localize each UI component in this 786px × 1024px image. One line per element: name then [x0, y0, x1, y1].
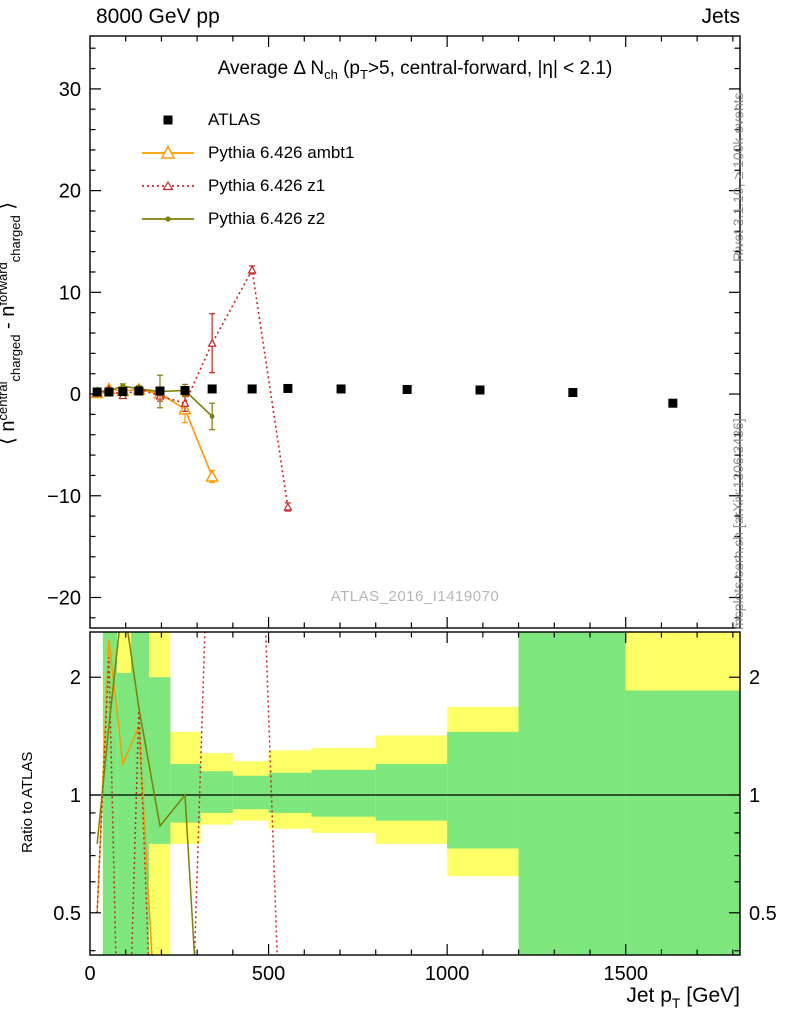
- title-prefix: Average Δ N: [217, 58, 325, 79]
- ratio-y-tick-label-left: 0.5: [53, 903, 81, 925]
- x-tick-label: 500: [252, 963, 285, 985]
- process-label: Jets: [701, 5, 740, 28]
- legend: ATLAS Pythia 6.426 ambt1 Pythia 6.426 z1…: [140, 103, 354, 235]
- ylabel-mid: - n: [0, 306, 19, 335]
- watermark: ATLAS_2016_I1419070: [330, 588, 500, 605]
- legend-item-atlas: ATLAS: [140, 103, 354, 136]
- title-suffix: >5, central-forward, |η| < 2.1): [367, 58, 613, 79]
- title-mid: (p: [337, 58, 360, 79]
- legend-sample-ambt1-marker: [142, 144, 194, 159]
- mcplots-source-note: mcplots.cern.ch [arXiv:1306.3436]: [730, 418, 746, 630]
- main-line-ambt1: [96, 388, 213, 477]
- legend-item-z2: Pythia 6.426 z2: [140, 202, 354, 235]
- legend-sample-atlas-marker: [163, 115, 173, 124]
- x-axis-label: Jet pT [GeV]: [90, 984, 740, 1011]
- ratio-y-tick-label-left: 1: [70, 785, 81, 807]
- xlabel-suffix: [GeV]: [680, 984, 740, 1007]
- main-y-axis-label: ⟨ ncentralcharged - nforwardcharged ⟩: [0, 202, 23, 445]
- ratio-y-tick-label-right: 2: [749, 667, 760, 689]
- main-y-tick-label: 20: [59, 181, 81, 203]
- plot-title: Average Δ Nch (pT>5, central-forward, |η…: [90, 58, 740, 82]
- marker-atlas: [92, 387, 102, 397]
- marker-atlas: [155, 386, 165, 396]
- title-subscript-pt: T: [360, 67, 368, 82]
- marker-z1: [180, 398, 190, 407]
- axis-ticks: [90, 36, 740, 955]
- ylabel-sub-charged-1: charged: [8, 334, 23, 382]
- main-panel-frame: [89, 35, 741, 629]
- title-subscript-ch: ch: [324, 67, 338, 82]
- xlabel-prefix: Jet p: [626, 984, 672, 1007]
- legend-sample-z2-marker: [142, 215, 194, 222]
- marker-atlas: [247, 384, 257, 394]
- marker-z1: [247, 265, 257, 274]
- main-series: [90, 265, 678, 512]
- ratio-y-tick-label-left: 2: [70, 667, 81, 689]
- marker-atlas: [668, 398, 678, 408]
- legend-sample-z1-marker: [142, 180, 194, 190]
- main-y-tick-label: 10: [59, 282, 81, 304]
- marker-ambt1: [205, 469, 219, 482]
- main-y-tick-label: 0: [70, 384, 81, 406]
- ratio-line-ambt1: [96, 639, 153, 955]
- ratio-y-axis-label: Ratio to ATLAS: [19, 751, 36, 853]
- ratio-line-z2: [96, 632, 196, 955]
- ratio-panel-frame: [89, 631, 741, 956]
- x-tick-label: 1000: [425, 963, 470, 985]
- marker-atlas: [568, 388, 578, 398]
- ratio-uncertainty-bands: [102, 632, 740, 955]
- x-tick-label: 0: [84, 963, 95, 985]
- ratio-y-tick-label-right: 0.5: [749, 903, 777, 925]
- ylabel-sup-central: central: [0, 381, 10, 421]
- marker-atlas: [118, 387, 128, 397]
- xlabel-subscript-t: T: [671, 995, 681, 1011]
- ylabel-open: ⟨ n: [0, 421, 19, 445]
- legend-label-z2: Pythia 6.426 z2: [208, 208, 326, 228]
- ylabel-sup-forward: forward: [0, 262, 10, 306]
- marker-atlas: [336, 384, 346, 394]
- ylabel-sub-charged-2: charged: [8, 215, 23, 263]
- legend-item-z1: Pythia 6.426 z1: [140, 169, 354, 202]
- legend-label-z1: Pythia 6.426 z1: [208, 175, 326, 195]
- main-y-tick-label: −10: [47, 486, 81, 508]
- rivet-version-note: Rivet 3.1.10, ≥ 100k events: [730, 92, 746, 262]
- marker-atlas: [283, 383, 293, 393]
- legend-label-atlas: ATLAS: [208, 109, 261, 129]
- marker-atlas: [475, 385, 485, 395]
- ylabel-close: ⟩: [0, 202, 19, 215]
- marker-atlas: [207, 384, 217, 394]
- marker-atlas: [402, 384, 412, 394]
- legend-item-ambt1: Pythia 6.426 ambt1: [140, 136, 354, 169]
- marker-atlas: [180, 385, 190, 395]
- ratio-model-lines: [96, 632, 278, 955]
- legend-label-ambt1: Pythia 6.426 ambt1: [208, 142, 355, 162]
- marker-z2: [209, 414, 215, 419]
- marker-z1: [207, 338, 217, 347]
- ratio-line-z1: [96, 632, 278, 955]
- marker-atlas: [134, 386, 144, 396]
- x-tick-label: 1500: [603, 963, 648, 985]
- marker-z1: [283, 502, 293, 511]
- marker-atlas: [104, 387, 114, 397]
- beam-energy-label: 8000 GeV pp: [96, 5, 220, 28]
- ratio-y-tick-label-right: 1: [749, 785, 760, 807]
- main-y-tick-label: 30: [59, 79, 81, 101]
- main-y-tick-label: −20: [47, 587, 81, 609]
